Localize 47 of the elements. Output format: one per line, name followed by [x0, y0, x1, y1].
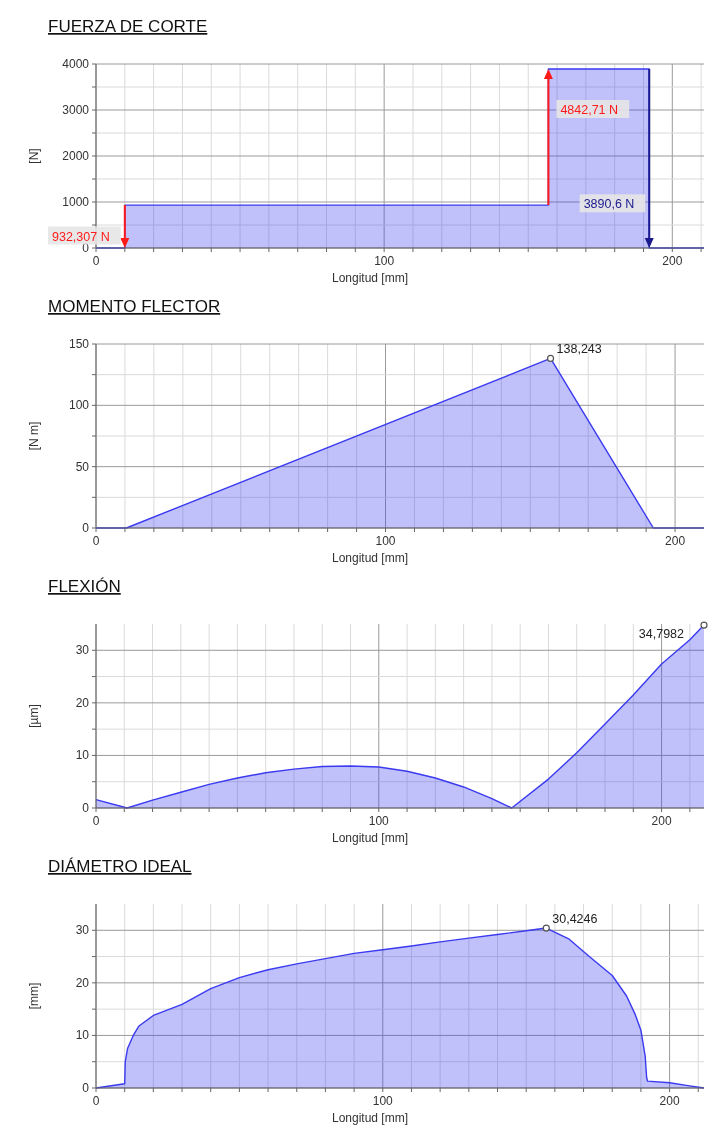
x-tick-label: 100: [368, 814, 390, 828]
annotation: 4842,71 N: [560, 103, 619, 117]
y-tick-label: 20: [75, 695, 90, 710]
annotation: 30,4246: [552, 912, 598, 927]
x-tick-label: 0: [92, 254, 100, 268]
x-axis-title: Longitud [mm]: [331, 271, 409, 285]
y-axis-title: [N m]: [27, 421, 41, 451]
chart-title: FLEXIÓN: [48, 577, 121, 596]
annotation: 138,243: [556, 342, 602, 357]
x-tick-label: 0: [92, 534, 100, 548]
y-tick-label: 3000: [62, 103, 90, 117]
y-tick-label: 0: [82, 521, 90, 535]
x-axis-title: Longitud [mm]: [331, 831, 409, 845]
y-tick-label: 150: [68, 337, 90, 351]
y-tick-label: 0: [82, 801, 90, 815]
annotation: 3890,6 N: [583, 197, 635, 212]
x-tick-label: 0: [92, 1094, 100, 1108]
y-axis-title: [µm]: [27, 704, 41, 728]
x-tick-label: 100: [374, 254, 395, 268]
x-axis-title: Longitud [mm]: [331, 551, 409, 565]
y-tick-label: 2000: [62, 149, 90, 163]
y-tick-label: 20: [75, 975, 90, 990]
x-axis-title: Longitud [mm]: [331, 1111, 409, 1125]
y-tick-label: 10: [75, 1028, 90, 1043]
y-tick-label: 0: [82, 241, 90, 255]
x-tick-label: 200: [665, 534, 686, 548]
y-tick-label: 10: [75, 748, 90, 763]
chart-title: DIÁMETRO IDEAL: [48, 857, 192, 876]
x-tick-label: 100: [375, 534, 396, 548]
x-tick-label: 200: [651, 814, 672, 828]
x-tick-label: 0: [92, 814, 100, 828]
x-tick-label: 200: [662, 254, 683, 268]
y-tick-label: 100: [68, 398, 90, 413]
x-tick-label: 100: [372, 1094, 394, 1108]
y-tick-label: 1000: [62, 195, 90, 209]
y-axis-title: [N]: [27, 148, 41, 164]
chart-title: MOMENTO FLECTOR: [48, 297, 221, 316]
x-tick-label: 200: [659, 1094, 680, 1108]
y-axis-title: [mm]: [27, 982, 41, 1010]
y-tick-label: 0: [82, 1081, 90, 1095]
y-tick-label: 50: [75, 459, 90, 474]
y-tick-label: 30: [75, 923, 90, 938]
annotation: 34,7982: [638, 627, 685, 642]
y-tick-label: 4000: [62, 57, 90, 71]
chart-title: FUERZA DE CORTE: [48, 17, 208, 36]
y-tick-label: 30: [75, 643, 90, 658]
annotation: 932,307 N: [52, 229, 110, 244]
